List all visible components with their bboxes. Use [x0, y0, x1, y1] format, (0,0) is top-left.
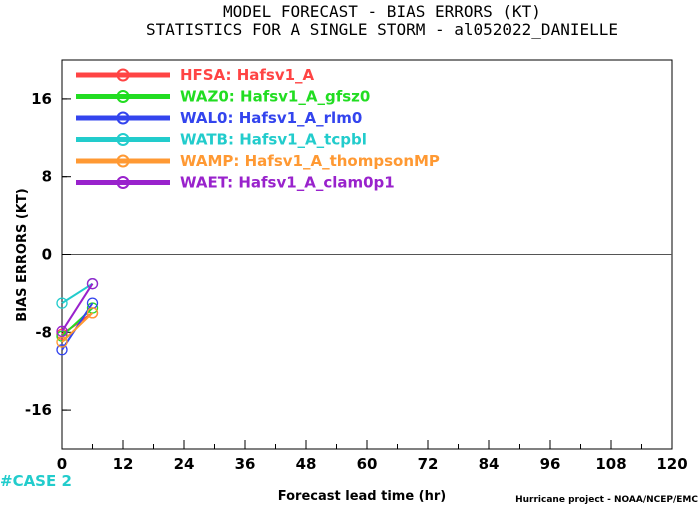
plot-area: 0 12 24 36 48 60 72 84 96 108 120 16 8 0 -8 -16 HFSA: Ha…: [25, 59, 688, 473]
y-tick-label: 8: [42, 168, 52, 186]
legend-entry: WAL0: Hafsv1_A_rlm0: [180, 109, 362, 127]
y-tick-label: 16: [31, 90, 52, 108]
legend-marker: [116, 111, 130, 125]
y-tick-label: -8: [35, 323, 52, 341]
series-point: [56, 325, 68, 337]
y-axis-label: BIAS ERRORS (KT): [15, 188, 30, 321]
x-tick-label: 36: [235, 455, 256, 473]
legend-entry: WAZ0: Hafsv1_A_gfsz0: [180, 88, 370, 106]
x-tick-label: 12: [113, 455, 134, 473]
legend-entry: WAET: Hafsv1_A_clam0p1: [180, 174, 395, 192]
x-tick-label: 96: [540, 455, 561, 473]
x-tick-label: 24: [174, 455, 195, 473]
y-tick-label: -16: [25, 401, 52, 419]
x-axis-label: Forecast lead time (hr): [278, 489, 446, 504]
legend-marker: [116, 133, 130, 146]
legend-marker: [116, 68, 130, 82]
legend-entry: WAMP: Hafsv1_A_thompsonMP: [180, 152, 440, 170]
chart-title: MODEL FORECAST - BIAS ERRORS (KT): [223, 2, 541, 21]
x-tick-label: 72: [418, 455, 439, 473]
chart-subtitle: STATISTICS FOR A SINGLE STORM - al052022…: [146, 20, 618, 39]
series-point: [56, 336, 68, 348]
legend-marker: [116, 90, 130, 103]
series-line: [61, 282, 94, 304]
case-label: #CASE 2: [0, 472, 72, 490]
series-point: [86, 307, 99, 319]
series-point: [56, 297, 68, 309]
x-tick-label: 60: [357, 455, 378, 473]
x-tick-label: 120: [656, 455, 687, 473]
footer-credit: Hurricane project - NOAA/NCEP/EMC: [515, 495, 698, 505]
legend-marker: [116, 176, 130, 189]
x-tick-label: 0: [57, 455, 67, 473]
legend-entry: WATB: Hafsv1_A_tcpbl: [180, 131, 367, 149]
legend-marker: [116, 154, 130, 168]
x-tick-label: 108: [595, 455, 626, 473]
x-tick-label: 48: [296, 455, 317, 473]
x-tick-label: 84: [479, 455, 500, 473]
legend-entry: HFSA: Hafsv1_A: [180, 66, 315, 84]
series-point: [86, 278, 99, 290]
y-tick-label: 0: [42, 246, 52, 264]
series-line: [61, 312, 94, 343]
series-line: [61, 283, 94, 332]
series-point: [56, 344, 68, 356]
